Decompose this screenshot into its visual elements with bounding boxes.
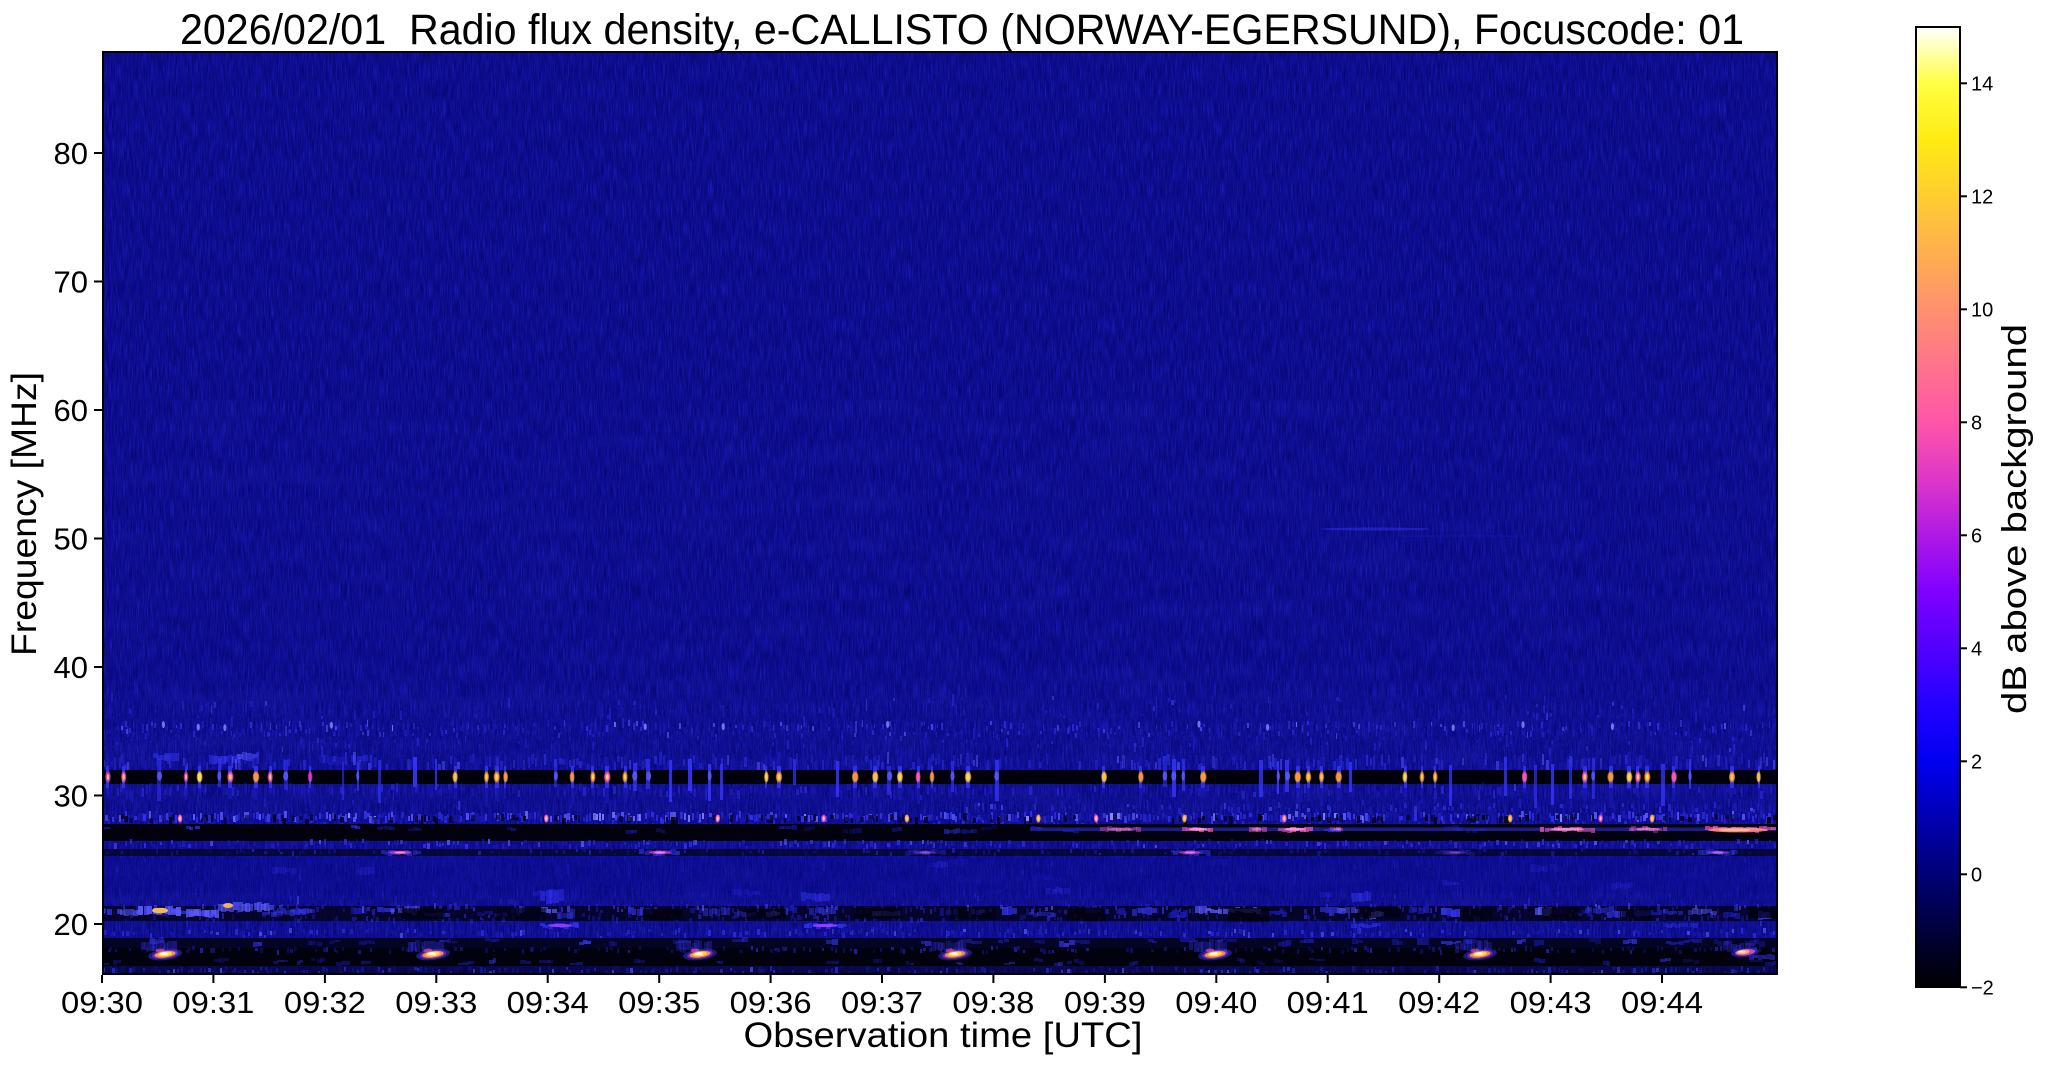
svg-text:0: 0: [1971, 864, 1982, 886]
svg-text:70: 70: [54, 265, 88, 300]
svg-text:8: 8: [1971, 412, 1982, 434]
svg-text:50: 50: [54, 522, 88, 557]
svg-text:40: 40: [54, 650, 88, 685]
svg-text:20: 20: [54, 907, 88, 942]
svg-text:−2: −2: [1971, 977, 1994, 999]
svg-text:09:38: 09:38: [952, 985, 1034, 1020]
svg-text:2: 2: [1971, 751, 1982, 773]
svg-text:09:33: 09:33: [395, 985, 477, 1020]
svg-text:dB above background: dB above background: [1996, 324, 2034, 714]
svg-text:09:43: 09:43: [1510, 985, 1592, 1020]
svg-text:09:44: 09:44: [1621, 985, 1703, 1020]
svg-text:Observation time [UTC]: Observation time [UTC]: [744, 1016, 1143, 1055]
svg-text:09:35: 09:35: [618, 985, 700, 1020]
svg-text:09:37: 09:37: [841, 985, 923, 1020]
svg-text:09:32: 09:32: [284, 985, 366, 1020]
svg-text:09:39: 09:39: [1064, 985, 1146, 1020]
svg-text:09:30: 09:30: [61, 985, 143, 1020]
svg-text:14: 14: [1971, 73, 1993, 95]
svg-text:Frequency [MHz]: Frequency [MHz]: [5, 372, 44, 656]
svg-text:09:42: 09:42: [1398, 985, 1480, 1020]
svg-text:4: 4: [1971, 638, 1982, 660]
svg-text:12: 12: [1971, 186, 1993, 208]
svg-text:6: 6: [1971, 525, 1982, 547]
svg-text:09:40: 09:40: [1175, 985, 1257, 1020]
svg-text:09:36: 09:36: [730, 985, 812, 1020]
svg-text:10: 10: [1971, 299, 1993, 321]
svg-text:09:41: 09:41: [1287, 985, 1369, 1020]
svg-text:2026/02/01 Radio flux density: 2026/02/01 Radio flux density, e-CALLIST…: [180, 6, 1744, 54]
svg-text:09:34: 09:34: [507, 985, 589, 1020]
svg-text:80: 80: [54, 136, 88, 171]
svg-text:30: 30: [54, 779, 88, 814]
svg-text:09:31: 09:31: [172, 985, 254, 1020]
svg-text:60: 60: [54, 393, 88, 428]
